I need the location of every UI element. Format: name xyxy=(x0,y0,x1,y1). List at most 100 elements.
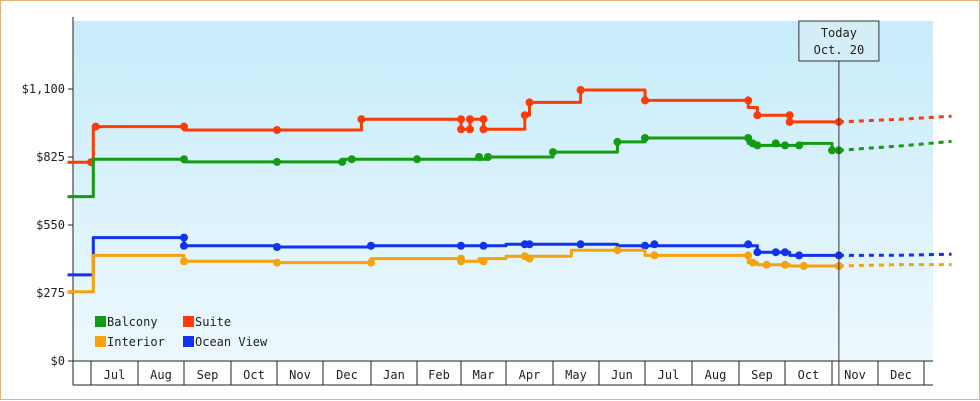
legend-swatch-balcony xyxy=(95,316,106,327)
series-suite xyxy=(67,86,952,167)
data-point-ocean-view xyxy=(180,241,188,250)
data-point-ocean-view xyxy=(576,240,585,249)
data-point-ocean-view xyxy=(367,241,375,250)
data-point-suite xyxy=(525,98,534,107)
x-month-label: Jan xyxy=(383,368,405,382)
data-point-balcony xyxy=(180,155,188,164)
data-point-interior xyxy=(799,262,808,270)
legend-label-suite: Suite xyxy=(195,315,231,329)
data-point-suite xyxy=(180,122,188,131)
legend-label-interior: Interior xyxy=(107,335,165,349)
data-point-balcony xyxy=(744,134,753,142)
data-point-interior xyxy=(273,258,281,267)
x-month-label: Mar xyxy=(473,368,495,382)
data-point-interior xyxy=(457,257,465,266)
x-month-label: Oct xyxy=(798,368,820,382)
data-point-balcony xyxy=(613,137,622,146)
data-point-ocean-view xyxy=(650,240,659,249)
x-month-label: Jun xyxy=(611,368,633,382)
data-point-balcony xyxy=(347,155,356,164)
data-point-suite xyxy=(785,111,794,120)
data-point-ocean-view xyxy=(457,241,465,250)
legend-swatch-suite xyxy=(183,316,194,327)
today-box xyxy=(798,20,880,62)
data-point-ocean-view xyxy=(744,240,753,249)
x-month-label: Sep xyxy=(751,368,773,382)
data-point-suite xyxy=(576,86,585,94)
legend: Balcony Suite Interior Ocean View xyxy=(95,315,268,349)
data-point-suite xyxy=(466,125,474,134)
x-month-label: Oct xyxy=(243,368,265,382)
data-point-suite xyxy=(520,111,529,120)
series-forecast-suite xyxy=(838,114,952,124)
series-line-suite xyxy=(67,88,839,164)
data-point-interior xyxy=(613,246,622,255)
x-month-label: Apr xyxy=(519,368,541,382)
data-point-interior xyxy=(367,258,375,267)
y-tick-label: $1,100 xyxy=(22,82,65,96)
series-line-ocean-view xyxy=(67,236,839,277)
x-month-label: Nov xyxy=(289,368,311,382)
data-point-balcony xyxy=(549,148,557,157)
data-point-balcony xyxy=(781,141,789,150)
today-marker: Today Oct. 20 xyxy=(798,20,880,385)
legend-swatch-ocean-view xyxy=(183,336,194,347)
data-point-suite xyxy=(785,117,794,126)
x-month-label: Feb xyxy=(428,368,450,382)
data-point-balcony xyxy=(413,155,421,164)
legend-label-balcony: Balcony xyxy=(107,315,158,329)
data-point-balcony xyxy=(795,141,804,150)
x-month-label: Jul xyxy=(658,368,680,382)
x-month-label: Dec xyxy=(890,368,912,382)
data-point-interior xyxy=(525,254,534,263)
data-point-ocean-view xyxy=(641,241,649,250)
data-point-balcony xyxy=(753,141,762,150)
data-point-ocean-view xyxy=(525,240,534,249)
y-axis: $0 $275 $550 $825 $1,100 xyxy=(22,17,74,368)
data-point-ocean-view xyxy=(795,251,804,260)
data-point-suite xyxy=(273,126,281,134)
series-interior xyxy=(67,246,952,294)
y-tick-label: $550 xyxy=(36,218,65,232)
data-point-suite xyxy=(744,96,753,105)
x-month-label: Dec xyxy=(336,368,358,382)
y-tick-label: $275 xyxy=(36,286,65,300)
data-point-suite xyxy=(457,115,465,124)
x-month-label: Aug xyxy=(705,368,727,382)
today-title: Today xyxy=(821,26,857,40)
data-point-balcony xyxy=(475,153,483,161)
x-month-label: Sep xyxy=(197,368,219,382)
data-point-suite xyxy=(479,115,488,124)
data-point-interior xyxy=(180,257,188,266)
data-point-balcony xyxy=(484,153,492,161)
x-axis: Jul Aug Sep Oct Nov Dec Jan Feb Mar Apr May Jun Jul A… xyxy=(72,360,933,386)
plot-background xyxy=(73,21,933,361)
series-line-balcony xyxy=(67,136,839,199)
data-point-ocean-view xyxy=(771,248,780,257)
x-month-label: Jul xyxy=(104,368,126,382)
data-point-interior xyxy=(479,257,488,266)
x-month-label: Aug xyxy=(150,368,172,382)
data-point-ocean-view xyxy=(479,241,488,250)
data-point-suite xyxy=(457,125,465,134)
data-point-interior xyxy=(762,260,771,269)
data-point-balcony xyxy=(771,139,780,148)
data-point-interior xyxy=(650,251,659,260)
data-point-interior xyxy=(748,258,757,267)
data-point-suite xyxy=(479,125,488,134)
data-point-suite xyxy=(466,115,474,124)
today-date: Oct. 20 xyxy=(814,43,865,57)
data-point-suite xyxy=(753,111,762,120)
data-point-ocean-view xyxy=(273,243,281,251)
data-point-ocean-view xyxy=(781,248,789,257)
data-point-balcony xyxy=(338,157,347,166)
x-month-label: May xyxy=(565,368,587,382)
data-point-suite xyxy=(91,122,100,131)
data-point-balcony xyxy=(828,146,836,155)
series-balcony xyxy=(67,134,952,199)
data-point-interior xyxy=(781,260,789,269)
data-point-balcony xyxy=(641,134,649,142)
legend-label-ocean-view: Ocean View xyxy=(195,335,268,349)
